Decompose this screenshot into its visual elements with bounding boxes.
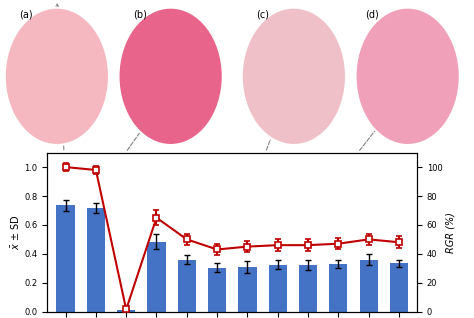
Text: (a): (a) — [0, 317, 14, 318]
Text: (d): (d) — [1, 317, 15, 318]
Bar — [299, 265, 317, 312]
Bar — [360, 259, 378, 312]
Y-axis label: $\bar{x}$ ± SD: $\bar{x}$ ± SD — [9, 214, 22, 250]
Y-axis label: RGR (%): RGR (%) — [446, 212, 456, 252]
Ellipse shape — [356, 8, 460, 145]
Text: (c): (c) — [0, 317, 13, 318]
Bar — [147, 242, 165, 312]
Text: (b): (b) — [0, 317, 14, 318]
Ellipse shape — [242, 8, 346, 145]
Bar — [269, 265, 287, 312]
Bar — [117, 310, 135, 312]
Text: (c): (c) — [256, 10, 269, 19]
Bar — [238, 267, 256, 312]
Bar — [390, 263, 408, 312]
Ellipse shape — [5, 8, 109, 145]
Text: (b): (b) — [133, 10, 146, 19]
Bar — [56, 205, 75, 312]
Text: (a): (a) — [19, 10, 33, 19]
Bar — [208, 267, 226, 312]
Ellipse shape — [118, 8, 223, 145]
Bar — [178, 259, 196, 312]
Bar — [87, 208, 105, 312]
Bar — [329, 264, 347, 312]
Text: (d): (d) — [365, 10, 379, 19]
